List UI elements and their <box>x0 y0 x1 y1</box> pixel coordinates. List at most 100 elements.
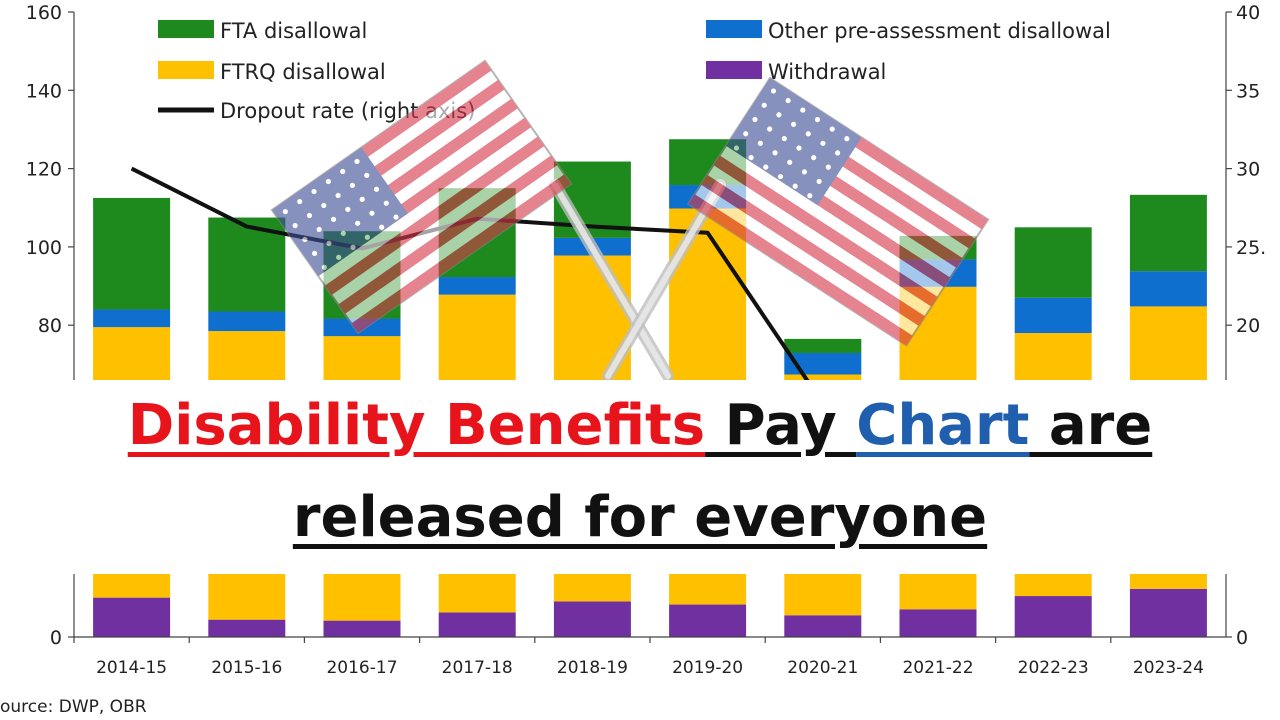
flag-star <box>335 192 341 199</box>
flag-star <box>340 230 346 236</box>
bar-ftrq <box>899 574 977 610</box>
y2-tick-label: 30 <box>1236 159 1260 181</box>
flag-star <box>777 174 784 180</box>
flag-star <box>825 164 831 170</box>
bar-ftrq <box>553 574 631 602</box>
flag-star <box>796 145 802 151</box>
bar-other_pre <box>1014 297 1092 334</box>
flag-star <box>321 202 327 209</box>
bar-ftrq <box>208 574 286 620</box>
flag-star <box>820 140 826 146</box>
legend-swatch-other_pre <box>706 20 762 38</box>
flag-star <box>373 186 380 192</box>
bar-ftrq <box>784 374 862 380</box>
bars-group <box>93 139 1207 637</box>
legend-label: Other pre-assessment disallowal <box>768 19 1111 43</box>
bar-ftrq <box>93 574 171 598</box>
bar-withdrawal <box>1014 596 1092 637</box>
source-note: ource: DWP, OBR <box>0 697 147 717</box>
x-tick-label: 2021-22 <box>902 658 973 678</box>
bar-ftrq <box>208 331 286 380</box>
flag-star <box>311 188 317 195</box>
flag-star <box>835 150 841 156</box>
us-flag-icon <box>270 59 573 335</box>
bar-withdrawal <box>899 609 977 637</box>
bar-withdrawal <box>669 604 747 637</box>
x-axis: 2014-15 2015-16 2016-17 2017-18 2018-19 2019-… <box>73 636 1226 678</box>
x-tick-label: 2016-17 <box>326 658 397 678</box>
y-tick-label: 80 <box>38 315 62 337</box>
headline-segment: Disability Benefits <box>127 393 706 458</box>
flag-star <box>733 145 740 151</box>
y2-tick-label: 40 <box>1236 2 1260 24</box>
flag-star <box>340 168 346 175</box>
flag-star <box>302 236 308 243</box>
flag-star <box>393 214 399 220</box>
headline-segment: Pay <box>705 393 857 458</box>
flag-star <box>790 121 797 127</box>
flag-star <box>757 140 763 146</box>
flag-star <box>383 200 389 206</box>
flag-star <box>805 131 811 137</box>
bar-ftrq <box>669 574 747 605</box>
bar-withdrawal <box>208 619 286 637</box>
flag-star <box>785 97 791 104</box>
us-flag-icon <box>686 76 990 347</box>
flag-star <box>349 182 356 189</box>
flag-star <box>364 172 370 178</box>
bar-ftrq <box>93 327 171 380</box>
flag-pole <box>552 182 671 379</box>
x-tick-label: 2017-18 <box>442 658 513 678</box>
y2-tick-label: 20 <box>1236 315 1260 337</box>
flag-star <box>814 116 821 123</box>
bar-withdrawal <box>1129 588 1207 637</box>
flag-stripe <box>688 194 913 346</box>
bar-fta <box>93 197 171 310</box>
flag-star <box>776 112 782 118</box>
flag-star <box>781 135 787 142</box>
headline-banner: Disability Benefits Pay Chart are releas… <box>0 380 1280 574</box>
headline-segment: released for everyone <box>292 485 988 550</box>
flags-overlay <box>270 59 990 382</box>
flag-stripe <box>700 174 926 327</box>
legend: FTA disallowal Other pre-assessment disal… <box>158 19 1111 123</box>
legend-swatch-fta <box>158 20 214 38</box>
flag-star <box>772 150 778 156</box>
legend-label: FTA disallowal <box>220 19 367 43</box>
flag-star <box>369 210 375 216</box>
flag-canton <box>272 147 408 277</box>
flag-star <box>354 158 360 165</box>
flag-star <box>312 250 318 257</box>
legend-label: Withdrawal <box>768 60 886 84</box>
headline-segment: are <box>1029 393 1153 458</box>
y-tick-label: 140 <box>26 80 62 102</box>
flag-star <box>801 169 808 175</box>
flag-star <box>767 126 773 132</box>
y-tick-label: 0 <box>50 627 62 649</box>
flag-star <box>748 154 754 161</box>
flag-star <box>306 212 313 219</box>
flag-star <box>336 254 342 260</box>
legend-label: FTRQ disallowal <box>220 60 386 84</box>
y2-tick-label: 35 <box>1236 80 1260 102</box>
flag-star <box>752 116 758 123</box>
flag-stripe <box>713 155 938 307</box>
y-tick-label: 100 <box>26 237 62 259</box>
bar-withdrawal <box>553 601 631 637</box>
flag-star <box>763 164 769 170</box>
x-tick-label: 2022-23 <box>1018 658 1089 678</box>
bar-other_pre <box>1129 271 1207 307</box>
bar-withdrawal <box>784 615 862 637</box>
bar-fta <box>1014 227 1092 298</box>
flag-star <box>811 155 817 161</box>
flag-star <box>800 107 806 113</box>
flag-star <box>761 102 767 108</box>
flag-star <box>316 226 322 233</box>
bar-withdrawal <box>438 612 516 637</box>
flag-stripe <box>351 174 572 333</box>
bar-ftrq <box>438 294 516 380</box>
flag-star <box>364 234 370 240</box>
flag-star <box>297 198 303 205</box>
bar-ftrq <box>1014 333 1092 380</box>
